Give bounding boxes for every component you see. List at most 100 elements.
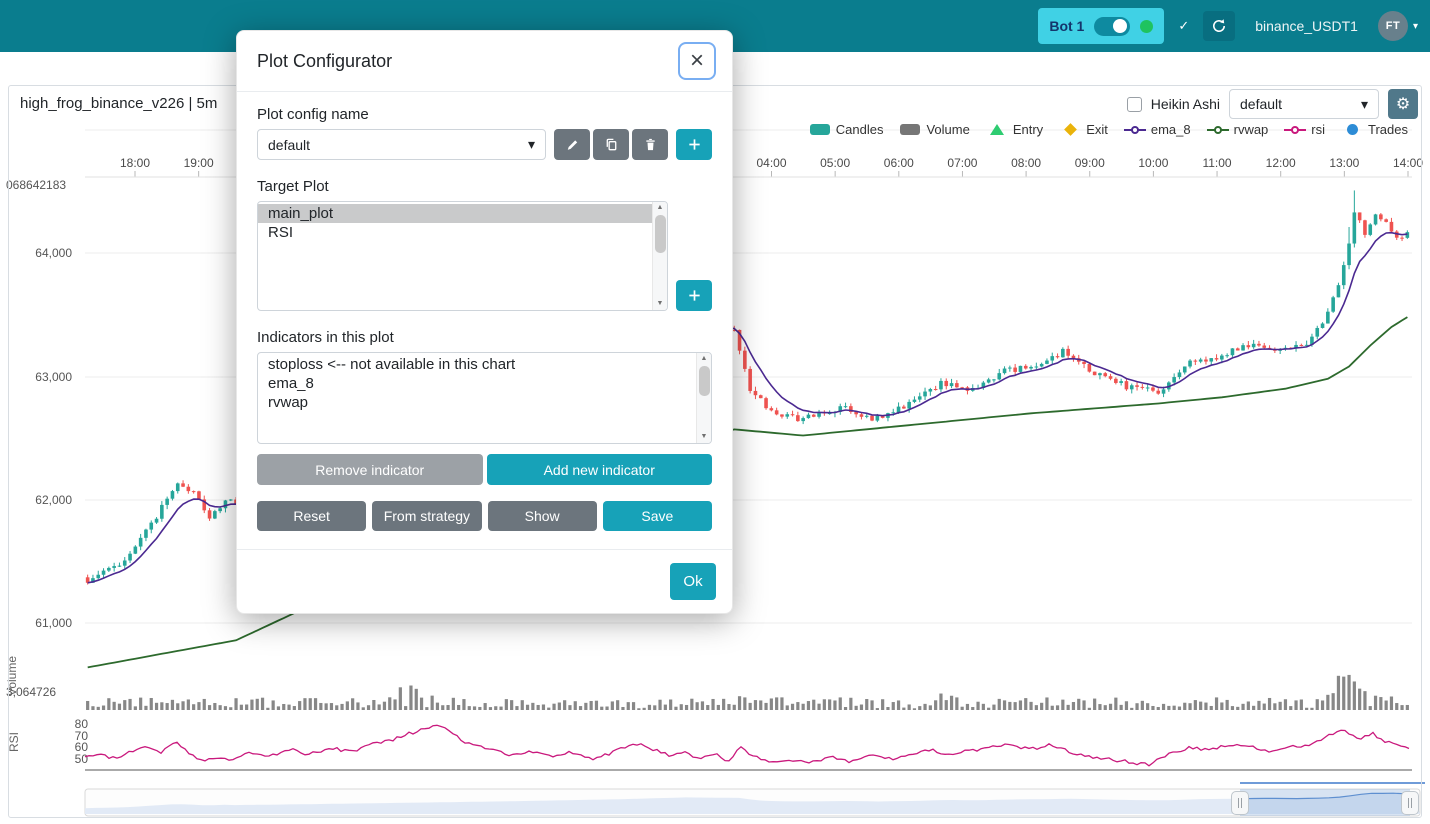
gear-icon: ⚙ [1395,96,1411,113]
svg-text:3,064726: 3,064726 [6,685,56,699]
add-new-indicator-button[interactable]: Add new indicator [486,454,712,485]
heikin-ashi-label: Heikin Ashi [1150,96,1220,112]
modal-header: Plot Configurator × [237,31,732,91]
indicator-item[interactable]: ema_8 [268,375,314,392]
toggle-knob [1113,19,1128,33]
scroll-thumb[interactable] [654,215,666,253]
rsi-line-icon [1284,124,1307,136]
datazoom-left-handle[interactable] [1231,791,1249,815]
svg-text:13:00: 13:00 [1329,156,1359,170]
entry-triangle-icon [986,124,1008,136]
plus-icon [688,139,700,150]
ok-button[interactable]: Ok [670,563,716,600]
target-plot-option-rsi[interactable]: RSI [268,224,294,241]
caret-down-icon: ▾ [1412,20,1418,32]
indicator-item[interactable]: stoploss <-- not available in this chart [268,356,516,373]
target-plot-listbox[interactable]: main_plot RSI ▲ ▼ [257,201,668,311]
indicator-item[interactable]: rvwap [268,394,309,411]
legend-label: rsi [1311,122,1326,137]
scroll-down-icon[interactable]: ▼ [700,433,708,440]
legend-item-rsi[interactable]: rsi [1284,122,1325,137]
datazoom-right-handle[interactable] [1401,791,1419,815]
footer-divider [237,549,732,550]
bot-toggle[interactable] [1094,16,1131,36]
svg-text:14:00: 14:00 [1393,156,1423,170]
scroll-thumb[interactable] [698,366,710,396]
scroll-down-icon[interactable]: ▼ [656,300,664,307]
refresh-button[interactable] [1203,11,1236,41]
plot-configurator-modal: Plot Configurator × Plot config name def… [236,30,733,614]
svg-text:07:00: 07:00 [947,156,977,170]
pencil-icon [567,140,577,150]
config-name-row: default ▾ [257,129,712,160]
add-config-button[interactable] [676,129,712,160]
remove-indicator-button[interactable]: Remove indicator [257,454,483,485]
exit-diamond-icon [1059,123,1081,136]
svg-text:12:00: 12:00 [1266,156,1296,170]
svg-text:62,000: 62,000 [35,493,72,507]
heikin-ashi-checkbox[interactable] [1126,96,1142,112]
plot-config-select[interactable]: default ▾ [1229,89,1379,119]
scroll-up-icon[interactable]: ▲ [656,204,664,211]
legend-label: Candles [835,122,884,137]
legend-item-ema_8[interactable]: ema_8 [1123,122,1191,137]
svg-text:70: 70 [75,729,89,743]
header-divider [237,91,732,92]
config-name-select[interactable]: default ▾ [257,129,546,160]
legend-item-exit[interactable]: Exit [1059,122,1108,137]
user-menu[interactable]: FT ▾ [1377,11,1418,41]
from-strategy-button[interactable]: From strategy [372,501,482,531]
legend-item-candles[interactable]: Candles [809,122,884,137]
plot-config-name-label: Plot config name [257,106,369,123]
legend-label: ema_8 [1150,122,1191,137]
svg-text:068642183: 068642183 [6,178,66,192]
indicators-scrollbar[interactable]: ▲ ▼ [696,353,711,443]
scroll-up-icon[interactable]: ▲ [700,355,708,362]
candles-swatch-icon [809,124,831,136]
bot-online-dot [1140,19,1154,33]
target-plot-option-main_plot[interactable]: main_plot [258,204,652,223]
svg-text:61,000: 61,000 [35,616,72,630]
svg-text:09:00: 09:00 [1075,156,1105,170]
svg-text:18:00: 18:00 [120,156,150,170]
modal-footer: Ok [237,550,732,613]
chevron-down-icon: ▾ [527,136,535,152]
delete-config-button[interactable] [632,129,668,160]
legend-item-rvwap[interactable]: rvwap [1206,122,1268,137]
svg-text:04:00: 04:00 [756,156,786,170]
bot-selector[interactable]: Bot 1 [1038,8,1165,44]
reset-button[interactable]: Reset [257,501,367,531]
add-plot-button[interactable] [676,280,712,311]
modal-title: Plot Configurator [257,50,393,71]
svg-text:Volume: Volume [5,656,19,696]
close-button[interactable]: × [678,42,716,80]
config-name-value: default [268,136,311,153]
svg-text:19:00: 19:00 [184,156,214,170]
ema-line-icon [1123,124,1146,136]
legend-item-volume[interactable]: Volume [899,122,970,137]
show-button[interactable]: Show [487,501,597,531]
svg-text:11:00: 11:00 [1202,156,1231,170]
legend-item-trades[interactable]: Trades [1341,122,1408,137]
target-plot-scrollbar[interactable]: ▲ ▼ [652,202,667,310]
modal-body: Plot config name default ▾ [237,92,732,549]
copy-config-button[interactable] [593,129,629,160]
plus-icon [688,290,700,301]
svg-text:60: 60 [75,740,89,754]
indicators-listbox[interactable]: stoploss <-- not available in this chart… [257,352,712,444]
instance-name: binance_USDT1 [1255,18,1358,34]
edit-config-button[interactable] [554,129,590,160]
chart-controls: Heikin Ashi default ▾ ⚙ [1126,89,1418,119]
svg-text:50: 50 [75,752,89,766]
check-icon: ✓ [1178,18,1190,33]
chart-settings-button[interactable]: ⚙ [1388,89,1418,119]
rvwap-line-icon [1206,124,1229,136]
target-plot-row: main_plot RSI ▲ ▼ [257,201,712,311]
volume-swatch-icon [899,124,921,136]
save-button[interactable]: Save [602,501,712,531]
svg-text:80: 80 [75,717,89,731]
copy-icon [606,138,616,151]
plot-config-select-value: default [1240,96,1283,112]
refresh-icon [1213,19,1226,32]
legend-item-entry[interactable]: Entry [986,122,1043,137]
